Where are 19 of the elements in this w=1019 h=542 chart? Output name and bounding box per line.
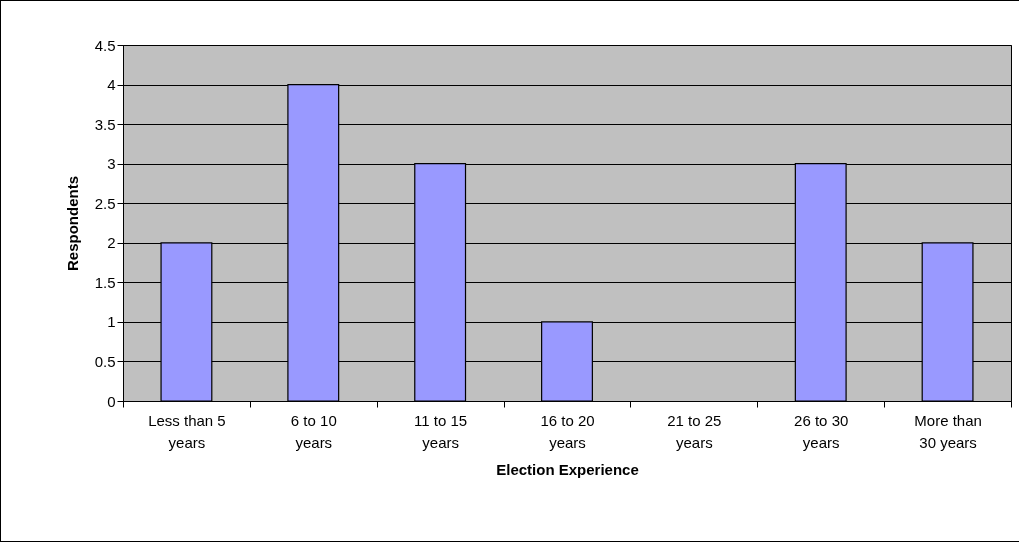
x-tick-label: 11 to 15 years	[414, 411, 468, 451]
y-tick-label: 0.5	[94, 352, 116, 370]
y-tick-label: 4.5	[94, 36, 116, 54]
x-tick-label: 16 to 20 years	[540, 411, 595, 451]
y-tick-label: 0	[107, 392, 116, 410]
y-tick-label: 4	[107, 76, 116, 94]
y-tick-label: 3	[107, 155, 116, 173]
x-axis-title: Election Experience	[496, 460, 639, 478]
x-tick-label: 21 to 25 years	[667, 411, 722, 451]
y-tick-label: 2	[107, 234, 116, 252]
y-tick-label: 2.5	[94, 194, 116, 212]
x-tick-label: 6 to 10 years	[290, 411, 337, 451]
y-tick-label: 1.5	[94, 273, 116, 291]
y-axis-title: Respondents	[63, 175, 81, 272]
x-tick-label: Less than 5 years	[148, 411, 226, 451]
x-tick-label: More than 30 years	[914, 411, 982, 451]
y-tick-label: 1	[107, 313, 116, 331]
x-tick-label: 26 to 30 years	[794, 411, 849, 451]
y-tick-label: 3.5	[94, 115, 116, 133]
